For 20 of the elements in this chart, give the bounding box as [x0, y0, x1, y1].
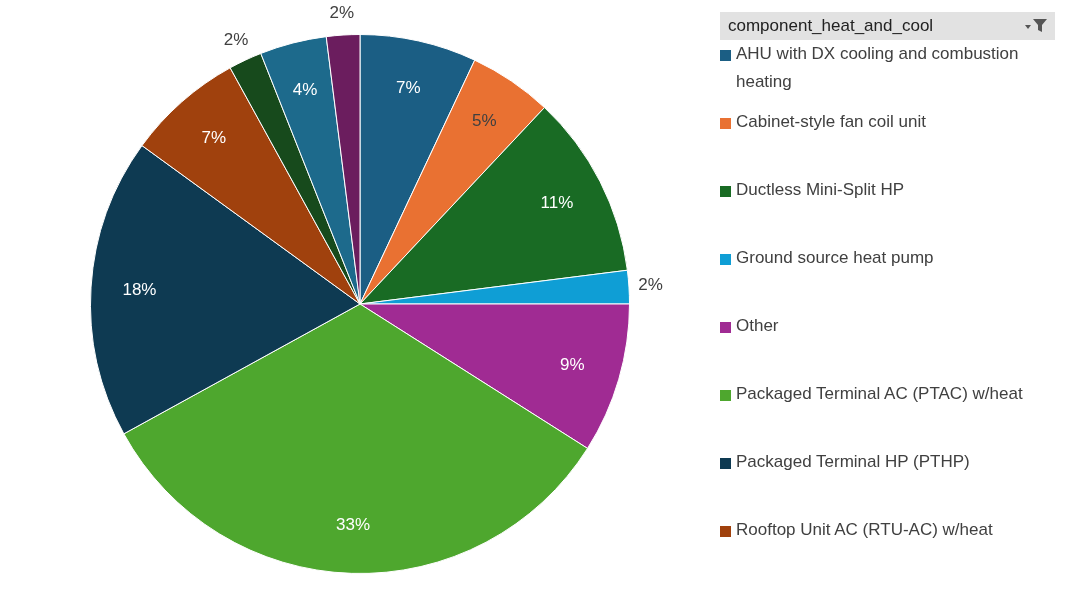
- legend-label: Rooftop Unit AC (RTU-AC) w/heat: [736, 519, 994, 541]
- data-label: 7%: [395, 78, 421, 98]
- data-label: 7%: [201, 127, 227, 147]
- legend-label: Packaged Terminal HP (PTHP): [736, 451, 971, 473]
- legend-label: Packaged Terminal AC (PTAC) w/heat: [736, 383, 1024, 405]
- data-label: 2%: [329, 3, 355, 23]
- data-label: 2%: [638, 275, 663, 295]
- legend-label: Ground source heat pump: [736, 247, 935, 269]
- data-label: 4%: [292, 79, 318, 99]
- data-label: 5%: [471, 110, 497, 130]
- data-label: 2%: [223, 30, 249, 50]
- legend-label: Other: [736, 315, 780, 337]
- data-label: 18%: [122, 279, 157, 299]
- legend-label: AHU with DX cooling and combustion heating: [736, 43, 1020, 93]
- legend-label: Ductless Mini-Split HP: [736, 179, 906, 201]
- data-label: 9%: [559, 355, 585, 375]
- legend-label: Cabinet-style fan coil unit: [736, 111, 927, 133]
- data-label: 11%: [540, 193, 574, 213]
- data-label: 33%: [336, 514, 371, 534]
- legend-title: component_heat_and_cool: [728, 16, 934, 36]
